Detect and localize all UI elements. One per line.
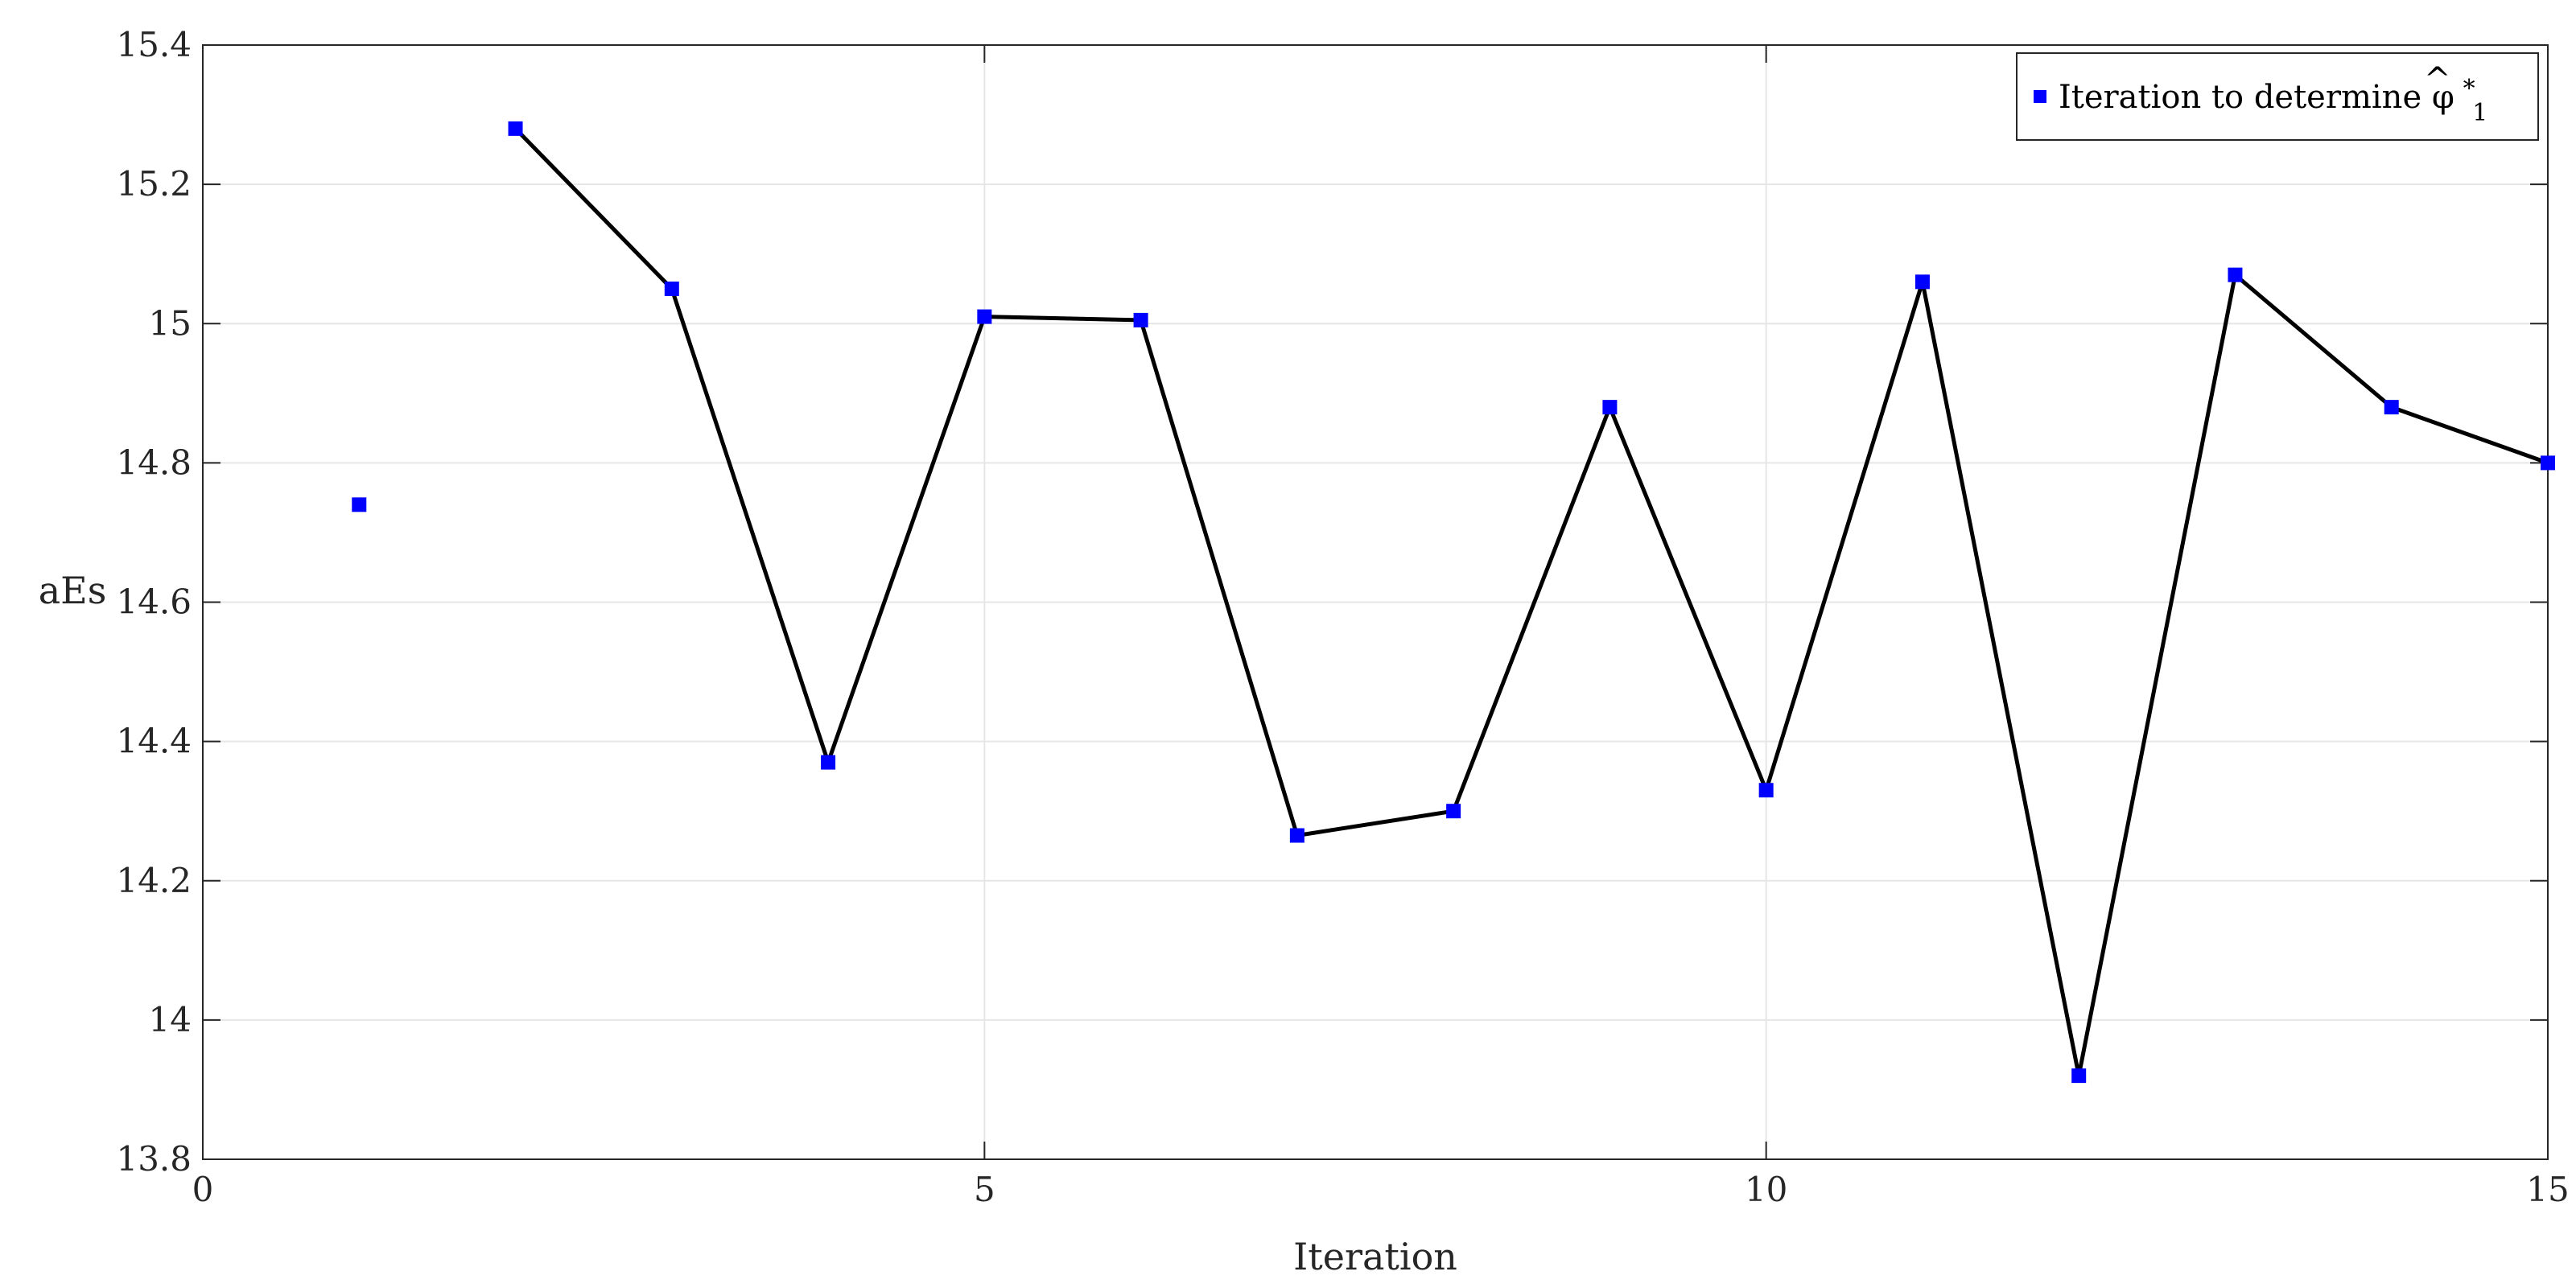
legend-hat: ^ — [2424, 61, 2451, 98]
data-point — [1602, 400, 1618, 415]
data-point — [977, 309, 992, 324]
y-axis-label: aEs — [39, 569, 107, 612]
tick-labels: 13.8 14 14.2 14.4 14.6 14.8 15 15.2 15.4 0 5 10 15 — [116, 25, 2569, 1209]
legend: Iteration to determine φ * 1 ^ — [2016, 52, 2539, 141]
y-tick-label: 14.8 — [116, 442, 192, 482]
x-tick-label: 10 — [1745, 1170, 1787, 1209]
data-point — [1758, 783, 1774, 798]
data-point — [1289, 828, 1304, 843]
legend-entry: Iteration to determine φ * 1 — [2059, 68, 2487, 127]
data-point — [2071, 1068, 2087, 1084]
data-point — [2541, 455, 2555, 471]
legend-marker — [2034, 90, 2046, 103]
legend-box — [2016, 52, 2539, 141]
legend-star: * — [2463, 75, 2475, 103]
data-point — [821, 755, 836, 770]
y-tick-label: 15 — [149, 303, 192, 343]
y-tick-label: 14.4 — [116, 722, 192, 761]
data-point — [508, 121, 523, 136]
x-tick-label: 15 — [2526, 1170, 2569, 1209]
y-tick-label: 13.8 — [116, 1139, 192, 1179]
y-tick-label: 15.4 — [116, 25, 192, 64]
data-point — [352, 497, 367, 512]
y-tick-label: 14 — [149, 1000, 192, 1039]
data-point — [664, 281, 679, 296]
legend-phi-symbol: φ — [2432, 79, 2454, 116]
data-point — [1446, 804, 1461, 819]
y-tick-label: 14.2 — [116, 861, 192, 900]
y-tick-label: 15.2 — [116, 164, 192, 204]
data-point — [2228, 267, 2243, 282]
series-line — [513, 127, 2549, 1078]
plot-frame — [202, 44, 2549, 1160]
y-tick-label: 14.6 — [116, 582, 192, 622]
data-point — [2384, 400, 2399, 415]
x-tick-label: 0 — [192, 1170, 214, 1209]
x-axis-label: Iteration — [1293, 1235, 1457, 1278]
x-tick-label: 5 — [974, 1170, 995, 1209]
axes — [202, 44, 2549, 1160]
data-point — [1914, 274, 1930, 290]
legend-text: Iteration to determine — [2059, 79, 2432, 116]
legend-subscript: 1 — [2472, 99, 2487, 127]
data-point — [1133, 312, 1148, 327]
data-series — [352, 121, 2555, 1084]
